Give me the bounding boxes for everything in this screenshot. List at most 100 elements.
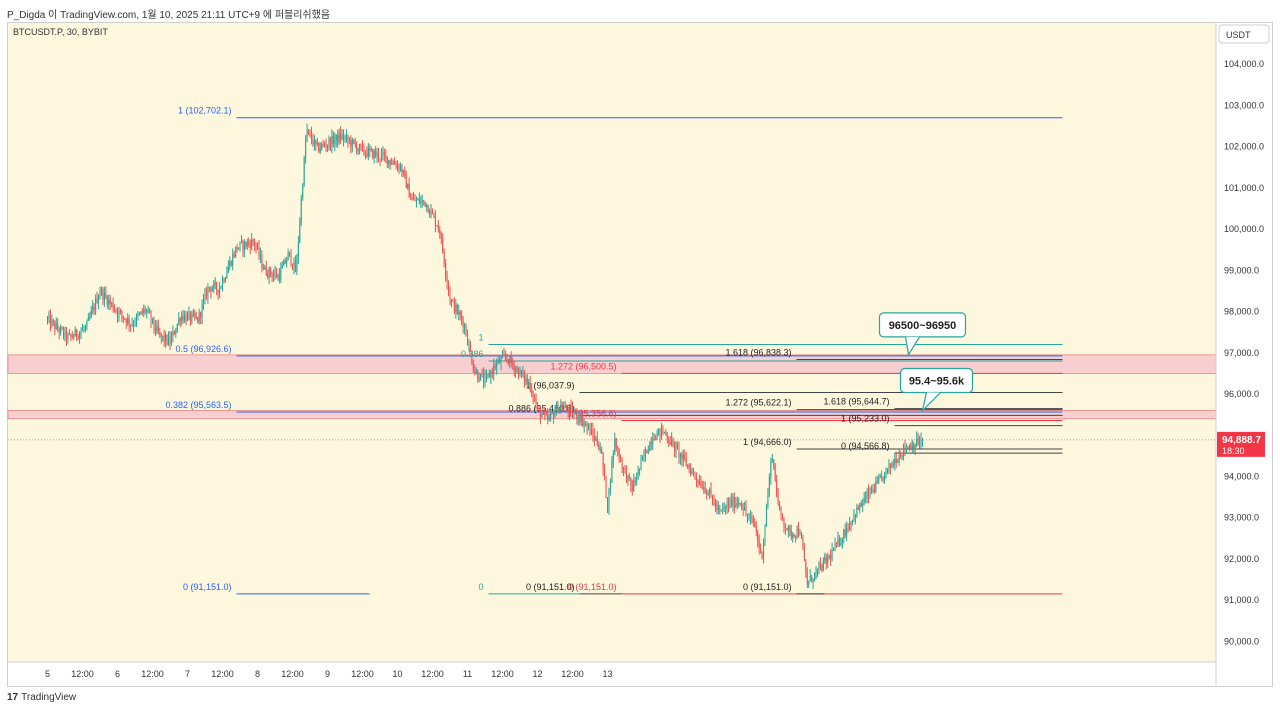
- price-axis[interactable]: USDT 104,000.0 103,000.0 102,000.0 101,000.0…: [1215, 23, 1270, 686]
- candle-body: [760, 548, 762, 552]
- candle-body: [109, 299, 111, 304]
- candle-body: [112, 302, 114, 310]
- candle-body: [280, 268, 282, 280]
- candle-body: [656, 432, 658, 440]
- candle-body: [144, 309, 146, 312]
- candle-body: [698, 481, 700, 484]
- fib-label: 0 (91,151.0): [183, 582, 232, 592]
- candle-body: [620, 459, 622, 462]
- candle-body: [405, 174, 407, 189]
- candle-body: [316, 143, 318, 145]
- candle-body: [710, 488, 712, 495]
- tradingview-logo-icon: 17: [7, 692, 19, 703]
- plot-background[interactable]: [8, 23, 1216, 662]
- candle-body: [81, 328, 84, 332]
- candle-body: [627, 475, 629, 482]
- candle-body: [477, 371, 479, 380]
- candle-body: [313, 139, 315, 145]
- candle-body: [821, 565, 823, 571]
- candle-body: [825, 557, 827, 563]
- candle-body: [185, 315, 187, 322]
- candle-body: [322, 144, 324, 146]
- candle-body: [246, 242, 248, 247]
- fib-label: 0.382 (95,563.5): [165, 400, 231, 410]
- candle-body: [611, 460, 613, 483]
- currency-label[interactable]: USDT: [1226, 30, 1251, 40]
- candle-body: [465, 325, 467, 336]
- candle-body: [248, 242, 250, 244]
- candle-body: [723, 507, 725, 509]
- candle-body: [637, 469, 639, 479]
- candle-body: [577, 418, 579, 420]
- candle-body: [551, 413, 553, 415]
- candle-body: [847, 528, 849, 530]
- time-tick-label: 12:00: [561, 669, 584, 679]
- candle-body: [389, 160, 391, 164]
- candle-body: [382, 152, 384, 155]
- candle-body: [525, 378, 527, 382]
- candle-body: [553, 413, 555, 418]
- candle-body: [464, 325, 466, 328]
- candle-body: [270, 268, 272, 275]
- candle-body: [249, 243, 251, 248]
- candle-body: [354, 142, 356, 145]
- candle-body: [245, 241, 247, 247]
- candle-body: [659, 428, 661, 436]
- candle-body: [380, 154, 382, 159]
- candle-body: [541, 414, 543, 418]
- candle-body: [697, 480, 699, 484]
- candle-body: [713, 499, 715, 506]
- candle-body: [704, 487, 706, 494]
- callout-box[interactable]: [878, 312, 967, 338]
- time-tick-label: 12:00: [491, 669, 514, 679]
- fib-label: 1 (95,233.0): [841, 414, 890, 424]
- time-tick-label: 5: [45, 669, 50, 679]
- currency-box[interactable]: [1218, 24, 1270, 44]
- fib-label: 0 (91,151.0): [743, 582, 792, 592]
- candle-body: [901, 455, 903, 457]
- candle-body: [639, 468, 641, 470]
- time-tick-label: 12: [532, 669, 542, 679]
- candle-body: [614, 438, 616, 454]
- callout-text: 95.4~95.6k: [909, 376, 965, 388]
- candle-body: [835, 543, 837, 545]
- time-tick-label: 12:00: [421, 669, 444, 679]
- candle-body: [256, 246, 259, 248]
- time-tick-label: 13: [602, 669, 612, 679]
- candle-body: [411, 199, 413, 201]
- symbol-label[interactable]: BTCUSDT.P, 30, BYBIT: [13, 27, 108, 37]
- candle-body: [783, 519, 785, 527]
- candle-body: [586, 424, 588, 428]
- candle-body: [114, 309, 116, 311]
- footer-brand: 17 TradingView: [7, 692, 76, 703]
- candle-body: [283, 260, 285, 266]
- candle-body: [523, 372, 525, 382]
- candle-body: [665, 431, 667, 435]
- candle-body: [407, 183, 409, 189]
- fib-label: 1 (102,702.1): [178, 106, 232, 116]
- candle-body: [468, 343, 470, 345]
- last-price-badge[interactable]: [1217, 431, 1265, 457]
- candle-body: [853, 514, 855, 520]
- time-axis[interactable]: 5 12:00 6 12:00 7 12:00 8 12:00 9 12:00 10 12:00 11 1…: [8, 661, 1216, 679]
- price-tick-label: 99,000.0: [1224, 265, 1259, 275]
- candle-body: [796, 528, 798, 537]
- candle-body: [601, 449, 603, 454]
- candle-body: [688, 465, 690, 469]
- candle-body: [221, 279, 224, 287]
- candle-body: [910, 445, 912, 450]
- candle-body: [233, 254, 235, 257]
- candle-body: [273, 274, 275, 277]
- candle-body: [163, 335, 165, 342]
- candle-body: [331, 135, 333, 148]
- candle-body: [539, 408, 541, 418]
- candle-body: [172, 331, 174, 337]
- candle-body: [841, 538, 843, 544]
- candle-body: [534, 398, 536, 400]
- candle-body: [720, 509, 722, 511]
- candle-body: [662, 428, 664, 433]
- candle-body: [545, 413, 547, 415]
- candle-body: [474, 370, 476, 374]
- fib-label: 0.5 (96,926.6): [175, 344, 231, 354]
